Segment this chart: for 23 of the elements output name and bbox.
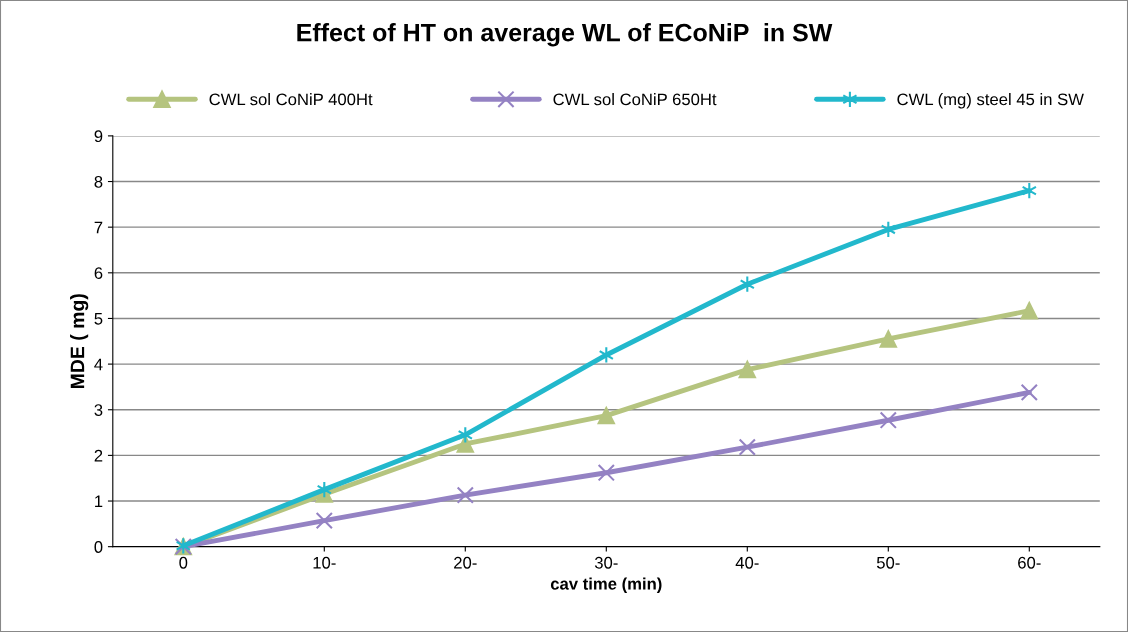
y-tick-label: 8 (94, 175, 103, 188)
x-axis-title: cav time (min) (550, 577, 662, 594)
x-tick-label: 60- (1018, 556, 1041, 569)
legend-label: CWL (mg) steel 45 in SW (897, 93, 1084, 109)
y-tick-label: 7 (94, 221, 103, 234)
x-tick-label: 0 (179, 556, 188, 569)
y-tick-label: 1 (95, 495, 103, 508)
y-tick-label: 3 (94, 404, 103, 416)
x-tick-label: 30- (594, 556, 618, 569)
y-tick-label: 0 (94, 541, 103, 553)
x-tick-label: 50- (876, 556, 900, 569)
x-tick-label: 20- (454, 556, 477, 569)
legend-label: CWL sol CoNiP 650Ht (553, 93, 717, 106)
y-axis-title: MDE ( mg) (70, 294, 89, 389)
y-tick-label: 6 (94, 267, 103, 280)
y-tick-label: 2 (94, 449, 103, 462)
x-tick-label: 10- (313, 556, 336, 569)
x-tick-label: 40- (735, 556, 759, 569)
y-tick-label: 9 (94, 130, 103, 143)
chart-title: Effect of HT on average WL of ECoNiP in SW (297, 23, 833, 47)
y-tick-label: 4 (94, 358, 103, 371)
legend-label: CWL sol CoNiP 400Ht (209, 93, 373, 106)
y-tick-label: 5 (94, 313, 103, 325)
